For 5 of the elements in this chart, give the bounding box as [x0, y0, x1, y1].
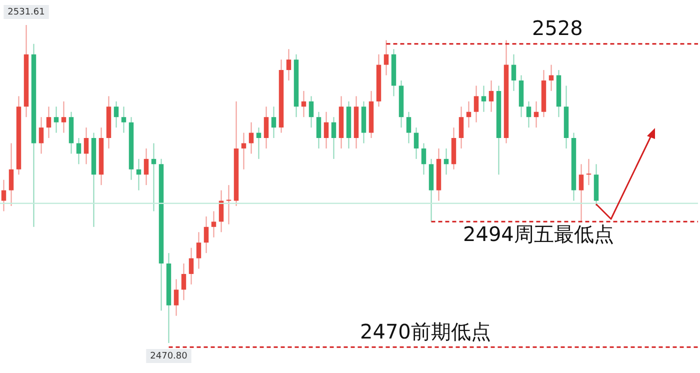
annotation: 2531.61: [8, 7, 45, 18]
ref-line-label: 2494周五最低点: [463, 222, 614, 246]
annotation: 2470.80: [150, 351, 188, 362]
ref-line-label: 2470前期低点: [360, 319, 491, 344]
ref-line-label: 2528: [532, 16, 583, 40]
